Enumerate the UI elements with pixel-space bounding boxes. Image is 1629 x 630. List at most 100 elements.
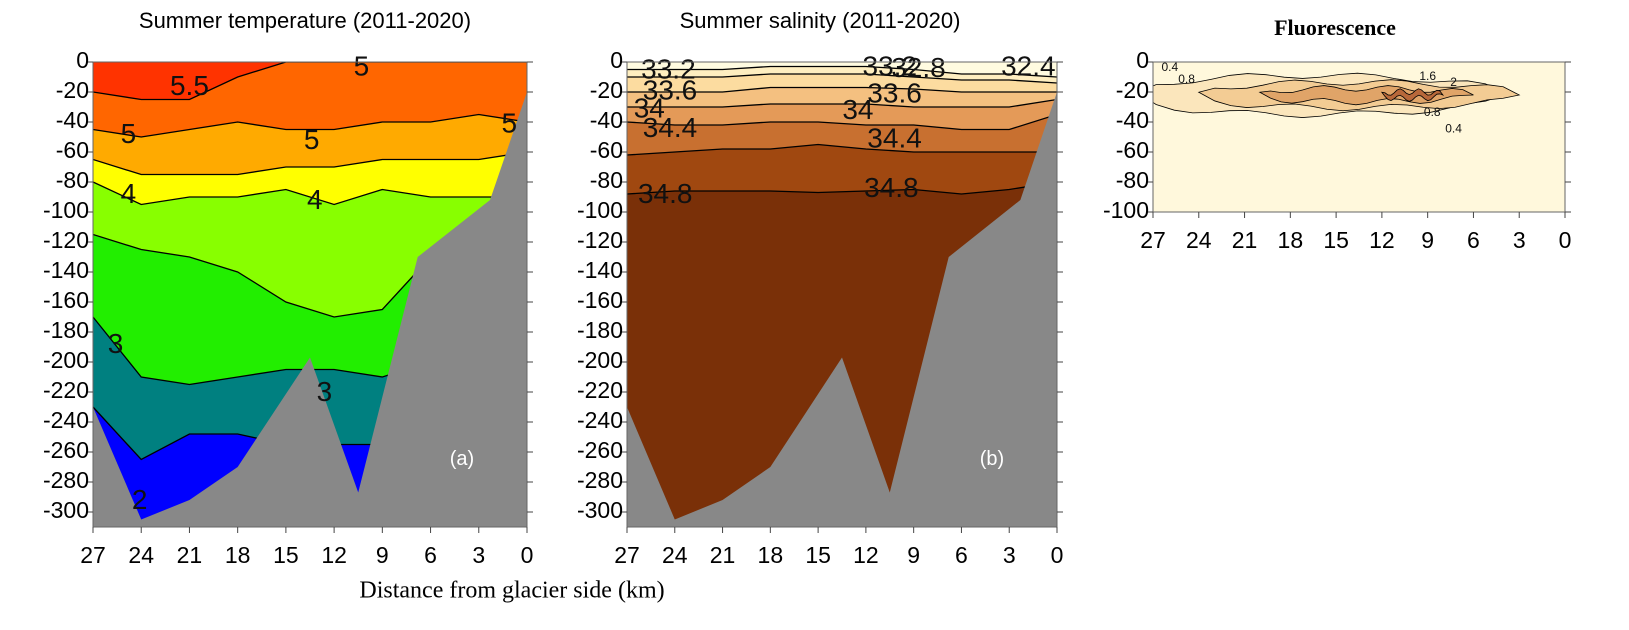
x-tick-label: 27 [1140,227,1166,253]
x-tick-label: 9 [376,542,389,568]
panel: (b)33.233.63434.434.833.232.833.63434.43… [577,8,1063,568]
contour-line [627,65,1057,78]
y-tick-label: -120 [577,227,623,253]
contour-line [627,98,1057,108]
y-tick-label: -220 [43,377,89,403]
contour-line [93,151,527,176]
y-tick-label: -140 [577,257,623,283]
y-tick-label: -260 [577,437,623,463]
x-tick-label: 6 [955,542,968,568]
panel-label: (b) [980,448,1004,470]
y-tick-label: -100 [1103,197,1149,223]
seabed [93,92,527,527]
contour-label: 34 [634,92,665,123]
y-tick-label: -20 [590,77,623,103]
plot-area [1153,62,1565,212]
band [1259,85,1474,106]
y-tick-label: 0 [610,47,623,73]
x-tick-label: 21 [177,542,203,568]
contour-label: 33.6 [867,77,922,108]
contour-label: 0.4 [1161,60,1178,74]
contour-label: 0.4 [1445,122,1462,136]
x-tick-label: 27 [80,542,106,568]
x-tick-label: 6 [424,542,437,568]
contour-label: 0.8 [1178,72,1195,86]
x-tick-label: 18 [225,542,251,568]
contour-label: 4 [121,178,137,209]
x-tick-label: 15 [805,542,831,568]
seabed [627,92,1057,527]
contour-label: 5 [304,124,320,155]
contour-label: 1.6 [1419,69,1436,83]
contour-label: 33.2 [863,50,918,81]
contour-label: 5.5 [170,70,209,101]
y-tick-label: -240 [43,407,89,433]
y-tick-label: -180 [43,317,89,343]
band [93,62,527,100]
y-tick-label: -300 [577,497,623,523]
y-tick-label: -40 [56,107,89,133]
contour-label: 33.2 [641,53,696,84]
contour-label: 34.8 [864,172,919,203]
y-tick-label: -280 [43,467,89,493]
contour-label: 32.8 [891,52,946,83]
band [1381,88,1445,102]
y-tick-label: -240 [577,407,623,433]
x-tick-label: 0 [1559,227,1572,253]
y-tick-label: -300 [43,497,89,523]
y-tick-label: 0 [1136,47,1149,73]
y-tick-label: -200 [43,347,89,373]
contour-label: 2 [1450,75,1457,89]
contour-line [627,86,1057,93]
x-tick-label: 15 [273,542,299,568]
x-tick-label: 0 [1051,542,1064,568]
y-tick-label: -80 [56,167,89,193]
contour-line [627,73,1057,84]
contour-line [93,181,527,206]
contour-line [627,113,1057,131]
y-tick-label: -120 [43,227,89,253]
y-tick-label: -80 [1116,167,1149,193]
y-tick-label: -60 [590,137,623,163]
panel: (a) 5.5 5 5 5 5 4 4 3 3 2 Summer temperature (2011-… [43,8,533,568]
x-tick-label: 3 [1513,227,1526,253]
band [627,62,1057,77]
contour-label: 32.4 [1001,50,1056,81]
plot-area [627,62,1057,527]
y-tick-label: -20 [1116,77,1149,103]
panel-label: (a) [450,448,474,470]
x-tick-label: 21 [1232,227,1258,253]
contour-line [627,143,1057,156]
y-tick-label: -80 [590,167,623,193]
panel: 0.40.8 1.6 20.80.4Fluorescence0-20-40-60-8… [1103,15,1571,253]
x-tick-label: 3 [472,542,485,568]
y-tick-label: -60 [56,137,89,163]
y-tick-label: -40 [590,107,623,133]
contour-label: 4 [307,184,323,215]
contour-label: 34.4 [867,122,922,153]
y-tick-label: -100 [43,197,89,223]
x-tick-label: 12 [853,542,879,568]
x-axis-label: Distance from glacier side (km) [359,578,664,604]
y-tick-label: -260 [43,437,89,463]
contour-label: 34.4 [643,112,698,143]
frame [1152,61,1566,213]
x-tick-label: 6 [1467,227,1480,253]
x-tick-label: 3 [1003,542,1016,568]
plot-area [93,62,527,527]
x-tick-label: 27 [614,542,640,568]
y-tick-label: -140 [43,257,89,283]
contour-label: 5 [354,50,370,81]
contour-label: 34 [842,94,873,125]
x-tick-label: 9 [907,542,920,568]
frame [92,61,528,528]
y-tick-label: -280 [577,467,623,493]
contour-label: 5 [121,118,137,149]
contour-label: 5 [502,107,518,138]
y-tick-label: -180 [577,317,623,343]
x-tick-label: 0 [521,542,534,568]
x-tick-label: 9 [1421,227,1434,253]
x-tick-label: 18 [758,542,784,568]
y-tick-label: -160 [43,287,89,313]
